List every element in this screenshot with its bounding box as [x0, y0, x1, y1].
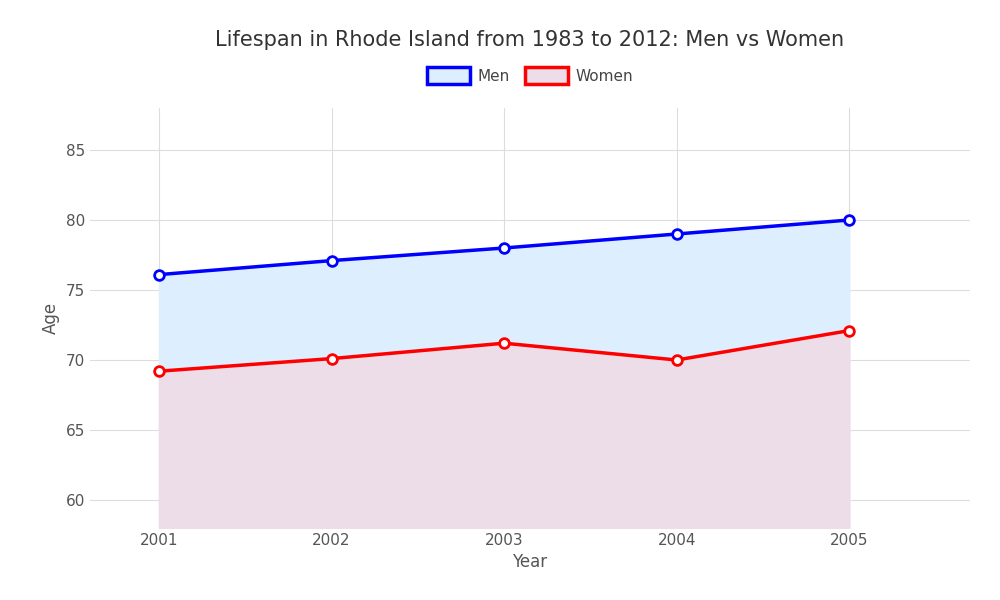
Y-axis label: Age: Age — [42, 302, 60, 334]
X-axis label: Year: Year — [512, 553, 548, 571]
Title: Lifespan in Rhode Island from 1983 to 2012: Men vs Women: Lifespan in Rhode Island from 1983 to 20… — [215, 29, 845, 49]
Legend: Men, Women: Men, Women — [421, 61, 639, 90]
